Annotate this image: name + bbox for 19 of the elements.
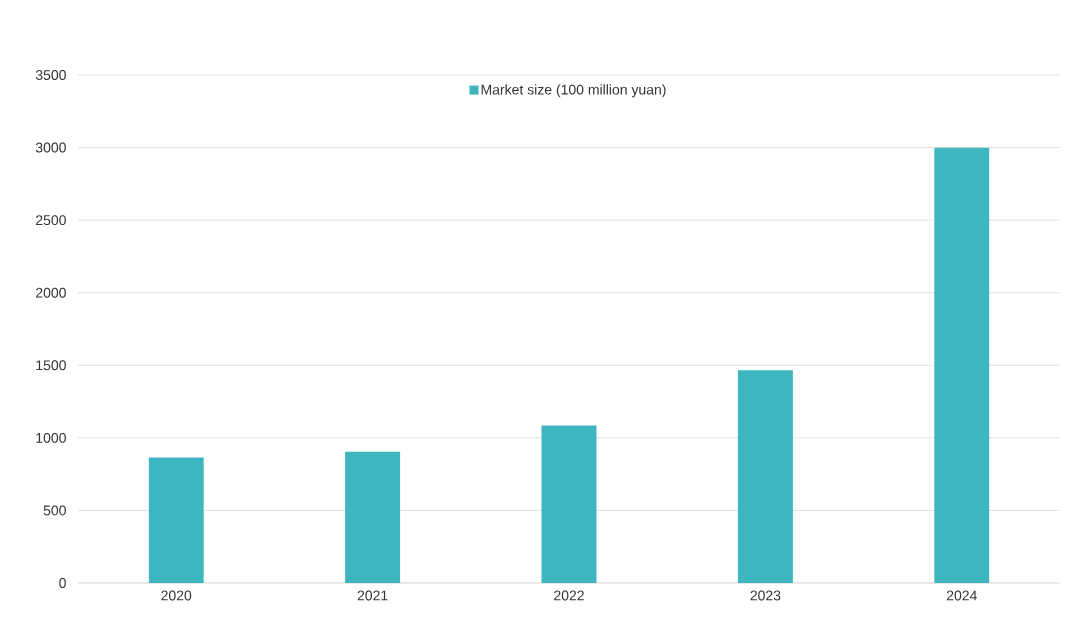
y-tick-label: 0 bbox=[59, 578, 66, 588]
bar bbox=[541, 425, 597, 583]
x-tick-label: 2023 bbox=[750, 590, 781, 601]
x-tick-label: 2024 bbox=[946, 590, 977, 601]
x-tick-label: 2020 bbox=[161, 590, 192, 601]
y-tick-label: 500 bbox=[43, 505, 66, 516]
y-tick-label: 3000 bbox=[35, 142, 66, 153]
x-tick-label: 2021 bbox=[357, 590, 388, 601]
y-tick-label: 2000 bbox=[36, 287, 66, 298]
y-tick-label: 3500 bbox=[35, 70, 66, 80]
bar bbox=[148, 457, 204, 583]
y-tick-label: 1500 bbox=[36, 360, 66, 371]
y-tick-label: 1000 bbox=[36, 432, 66, 443]
x-tick-label: 2022 bbox=[554, 590, 584, 601]
bar bbox=[345, 451, 401, 583]
bar bbox=[934, 147, 990, 583]
legend-label: Market size (100 million yuan) bbox=[481, 84, 666, 98]
y-tick-label: 2500 bbox=[36, 215, 66, 226]
bar bbox=[737, 370, 793, 583]
